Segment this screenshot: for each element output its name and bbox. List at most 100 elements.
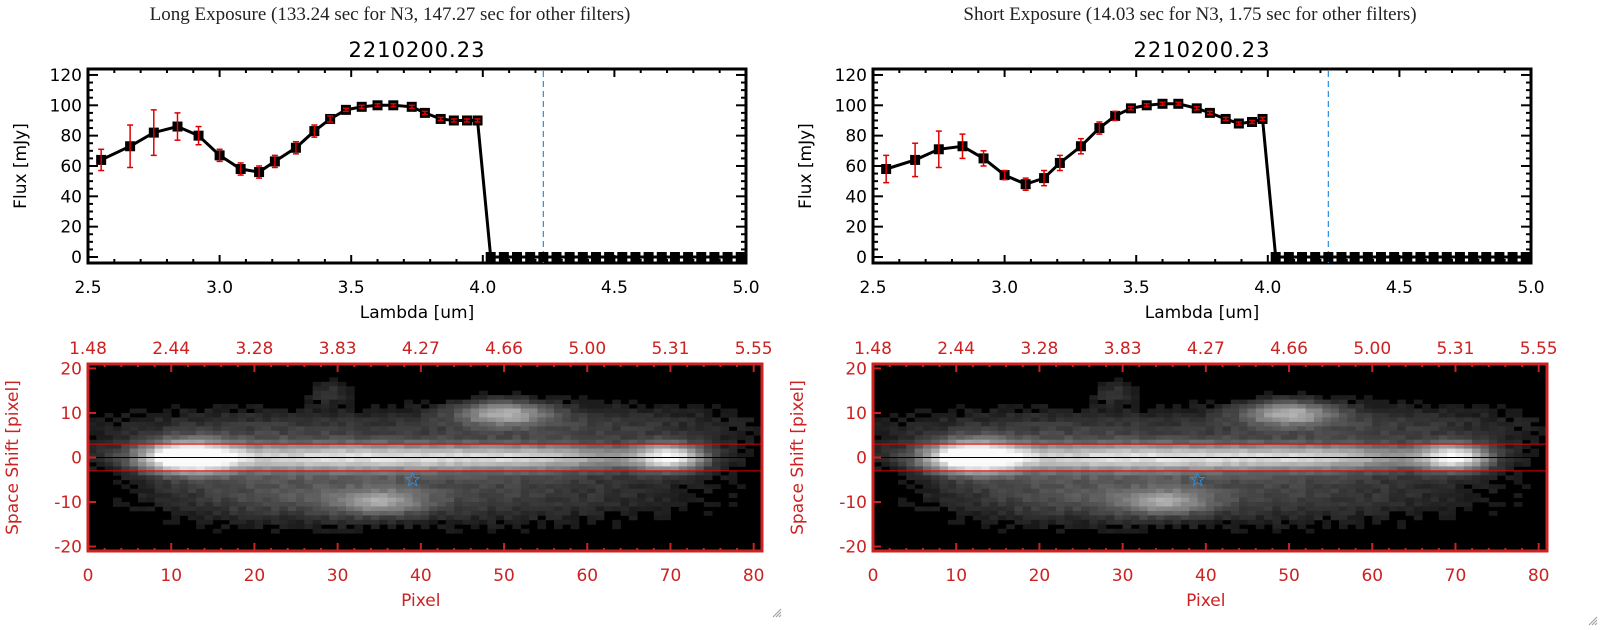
image-pixel — [1056, 448, 1065, 454]
image-pixel — [212, 479, 222, 485]
image-pixel — [1205, 493, 1215, 498]
image-pixel — [1139, 479, 1148, 485]
image-pixel — [1322, 493, 1332, 498]
image-pixel — [221, 421, 230, 427]
image-pixel — [1247, 470, 1257, 476]
image-pixel — [187, 435, 197, 441]
image-pixel — [1388, 435, 1398, 441]
image-pixel — [470, 453, 480, 458]
image-pixel — [1380, 475, 1390, 481]
image-pixel — [1072, 435, 1082, 441]
image-pixel — [370, 453, 380, 458]
image-pixel — [462, 457, 472, 463]
image-pixel — [1363, 435, 1373, 441]
image-pixel — [179, 479, 189, 485]
resize-grip-icon[interactable] — [770, 606, 782, 618]
image-pixel — [1006, 515, 1015, 521]
image-pixel — [1388, 448, 1398, 454]
image-pixel — [1222, 444, 1232, 449]
image-pixel — [271, 448, 280, 454]
image-pixel — [1322, 430, 1332, 436]
image-pixel — [1297, 506, 1307, 512]
image-pixel — [529, 417, 538, 423]
image-pixel — [1314, 448, 1323, 454]
image-pixel — [162, 457, 172, 463]
image-pixel — [1172, 417, 1182, 423]
image-pixel — [989, 448, 999, 454]
image-pixel — [379, 479, 388, 485]
image-pixel — [678, 417, 688, 423]
image-pixel — [437, 510, 447, 516]
image-pixel — [570, 479, 580, 485]
image-pixel — [229, 502, 239, 507]
image-pixel — [146, 448, 155, 454]
image-pixel — [237, 412, 247, 418]
image-pixel — [1214, 519, 1223, 525]
resize-grip-icon[interactable] — [1586, 614, 1598, 626]
image-pixel — [1347, 408, 1357, 414]
image-pixel — [637, 448, 646, 454]
image-pixel — [1139, 453, 1148, 458]
image-pixel — [562, 417, 572, 423]
image-pixel — [279, 524, 289, 530]
image-pixel — [1347, 421, 1357, 427]
image-pixel — [728, 421, 738, 427]
image-pixel — [645, 479, 655, 485]
image-pixel — [204, 444, 214, 449]
image-pixel — [897, 426, 907, 432]
image-pixel — [121, 444, 131, 449]
image-pixel — [329, 519, 339, 525]
image-pixel — [1272, 448, 1282, 454]
image-pixel — [1513, 444, 1523, 449]
image-pixel — [1272, 515, 1282, 521]
image-pixel — [520, 528, 530, 534]
image-pixel — [470, 417, 480, 423]
image-pixel — [1338, 453, 1348, 458]
image-pixel — [964, 470, 974, 476]
image-pixel — [479, 412, 488, 418]
image-pixel — [1114, 448, 1124, 454]
image-pixel — [470, 488, 480, 494]
image-pixel — [1006, 497, 1015, 503]
image-pixel — [1122, 453, 1132, 458]
image-pixel — [512, 506, 522, 512]
image-pixel — [931, 470, 940, 476]
image-pixel — [229, 497, 239, 503]
image-pixel — [1447, 466, 1456, 472]
image-pixel — [553, 395, 563, 401]
spectrum-chart-short: 2.5 3.0 3.5 4.0 4.5 5.0020406080100120Lambda … — [796, 66, 1545, 323]
image-pixel — [1480, 430, 1490, 436]
image-pixel — [420, 435, 430, 441]
image-pixel — [1114, 399, 1124, 405]
image-pixel — [512, 519, 522, 525]
image-pixel — [1014, 448, 1024, 454]
image-pixel — [1455, 470, 1465, 476]
x-tick-label: 80 — [743, 566, 765, 586]
image-pixel — [972, 444, 982, 449]
image-pixel — [370, 439, 380, 445]
image-pixel — [429, 519, 438, 525]
image-pixel — [495, 488, 505, 494]
image-pixel — [1097, 417, 1107, 423]
image-pixel — [712, 404, 721, 409]
image-pixel — [1164, 461, 1173, 467]
image-pixel — [964, 453, 974, 458]
image-pixel — [429, 488, 438, 494]
image-pixel — [1230, 515, 1240, 521]
image-pixel — [121, 439, 131, 445]
image-pixel — [1372, 519, 1381, 525]
image-pixel — [1447, 426, 1456, 432]
image-pixel — [370, 515, 380, 521]
image-pixel — [1006, 448, 1015, 454]
image-pixel — [881, 461, 891, 467]
image-pixel — [287, 435, 297, 441]
image-pixel — [1180, 466, 1190, 472]
image-pixel — [470, 395, 480, 401]
image-pixel — [1372, 502, 1381, 507]
image-pixel — [553, 417, 563, 423]
image-pixel — [703, 470, 713, 476]
image-pixel — [1205, 466, 1215, 472]
image-pixel — [1430, 417, 1440, 423]
image-pixel — [254, 453, 264, 458]
image-pixel — [454, 493, 463, 498]
